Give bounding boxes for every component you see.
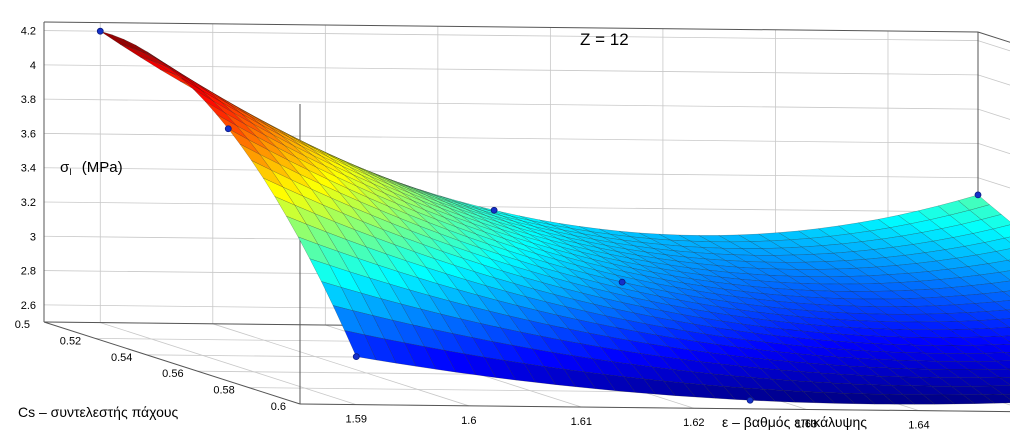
surface-patch bbox=[131, 47, 164, 66]
x-tick-label: 1.61 bbox=[571, 416, 592, 428]
y-axis-label: Cs – συντελεστής πάχους bbox=[18, 404, 179, 420]
z-tick-label: 3.4 bbox=[21, 163, 36, 175]
tick-labels: 2.6 2.8 3 3.2 3.4 3.6 3.8 4 4.2 0.5 0.52 0.54 0.56 0.… bbox=[15, 26, 930, 432]
axis-box-edge bbox=[977, 31, 1010, 43]
grid-line bbox=[100, 322, 357, 405]
surface-patch bbox=[344, 330, 377, 361]
x-axis-label: ε – βαθμός επικάλυψης bbox=[722, 414, 867, 430]
control-point bbox=[490, 206, 498, 214]
axis-box-edge bbox=[43, 321, 301, 405]
y-tick-label: 0.52 bbox=[60, 335, 81, 347]
control-point bbox=[352, 353, 360, 361]
grid-line bbox=[43, 201, 979, 213]
z-tick-label: 4 bbox=[30, 60, 36, 72]
grid-line bbox=[43, 98, 979, 110]
y-tick-label: 0.6 bbox=[271, 401, 286, 413]
surface-patch bbox=[100, 31, 132, 49]
grid-line bbox=[43, 167, 979, 179]
control-points bbox=[96, 27, 982, 404]
z-tick-label: 2.8 bbox=[21, 266, 36, 278]
surface-patch bbox=[181, 78, 214, 102]
grid-line bbox=[43, 64, 979, 76]
control-point bbox=[746, 396, 754, 404]
surface-patch bbox=[169, 68, 202, 91]
y-tick-label: 0.54 bbox=[111, 352, 132, 364]
control-point bbox=[618, 278, 626, 286]
control-point bbox=[974, 191, 982, 199]
grid-line bbox=[212, 323, 469, 407]
control-point bbox=[96, 27, 104, 35]
x-tick-label: 1.64 bbox=[908, 420, 929, 432]
axis-box-edge bbox=[299, 403, 1010, 413]
surface-patch bbox=[1002, 290, 1010, 297]
z-tick-label: 4.2 bbox=[21, 26, 36, 38]
z-tick-label: 3 bbox=[30, 231, 36, 243]
surface-mesh bbox=[100, 31, 1010, 405]
z-tick-label: 3.2 bbox=[21, 197, 36, 209]
z-tick-label: 3.8 bbox=[21, 94, 36, 106]
grid-line bbox=[43, 30, 979, 41]
y-tick-label: 0.58 bbox=[213, 385, 234, 397]
z-axis-label: σI (MPa) bbox=[60, 159, 123, 177]
control-point bbox=[224, 125, 232, 133]
grid-line bbox=[43, 133, 979, 144]
x-tick-label: 1.59 bbox=[346, 414, 367, 426]
x-tick-label: 1.6 bbox=[461, 415, 476, 427]
y-tick-label: 0.5 bbox=[15, 319, 30, 331]
surface-patch bbox=[1004, 236, 1010, 243]
axis-box-edge bbox=[43, 21, 979, 33]
z-tick-label: 3.6 bbox=[21, 128, 36, 140]
y-tick-label: 0.56 bbox=[162, 368, 183, 380]
x-tick-label: 1.63 bbox=[796, 418, 817, 430]
x-tick-label: 1.62 bbox=[683, 417, 704, 429]
surface-patch bbox=[111, 34, 144, 53]
annotation-z: Z = 12 bbox=[580, 30, 629, 49]
z-tick-label: 2.6 bbox=[21, 300, 36, 312]
